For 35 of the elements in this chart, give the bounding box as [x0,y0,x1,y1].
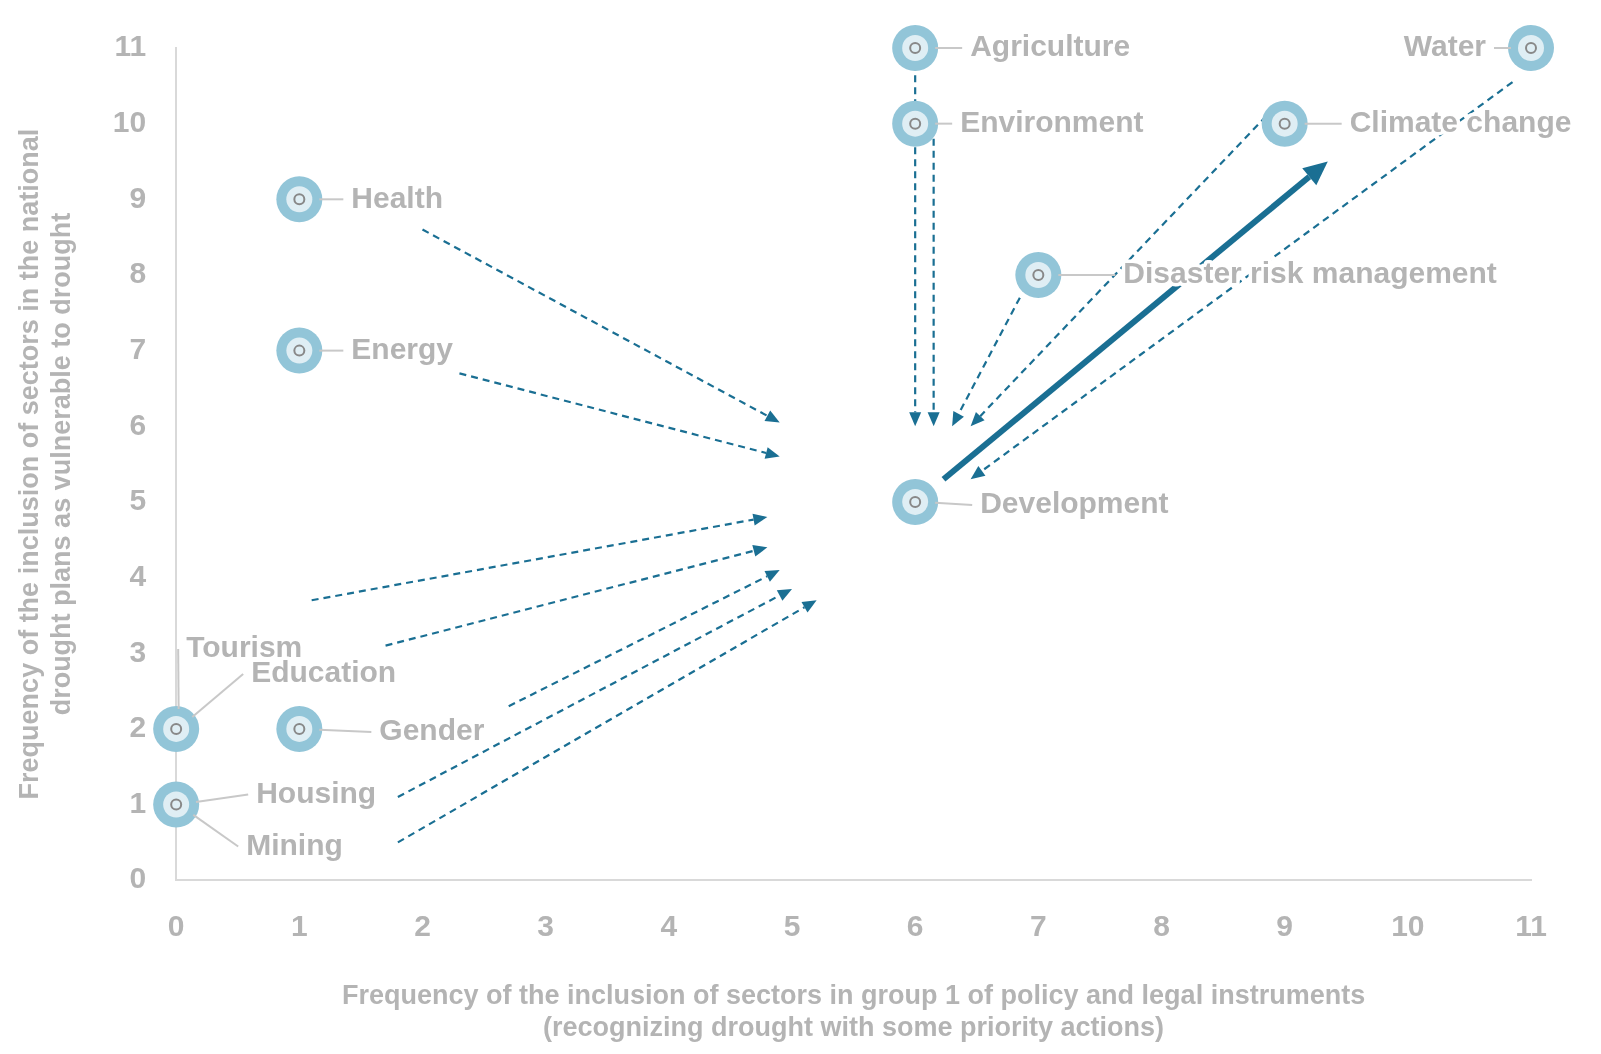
x-tick-label: 9 [1276,909,1294,943]
annotation: Health [351,180,444,214]
annotation: Housing [256,775,377,809]
x-tick-label: 4 [660,909,678,943]
y-tick-label: 1 [129,785,147,819]
x-tick-label: 1 [290,909,308,943]
x-tick-label: 6 [906,909,924,943]
annotation: Energy [351,331,454,365]
annotation: Environment [960,104,1144,138]
x-tick-label: 8 [1153,909,1170,943]
y-tick-label: 6 [129,407,147,441]
annotation: Water [1403,29,1487,63]
x-axis-title: Frequency of the inclusion of sectors in group 1 of policy and legal instruments (recognizing drought with some priority actions) [342,979,1366,1043]
annotation: Agriculture [970,29,1131,63]
x-tick-label: 2 [414,909,431,943]
x-tick-label: 10 [1391,909,1425,943]
y-tick-label: 11 [114,29,147,63]
y-tick-label: 0 [129,861,147,895]
y-tick-label: 8 [129,256,147,290]
x-tick-label: 3 [537,909,555,943]
y-tick-label: 5 [129,483,147,517]
x-tick-label: 0 [167,909,185,943]
x-tick-label: 11 [1515,909,1547,943]
annotation: Gender [379,713,485,747]
y-tick-label: 3 [129,634,147,668]
y-tick-label: 7 [129,331,147,365]
x-tick-label: 5 [783,909,801,943]
x-tick-label: 7 [1029,909,1047,943]
y-axis-title: Frequency of the inclusion of sectors in the national drought plans as vulnerable to drought [13,128,77,800]
annotation: Development [980,486,1169,520]
y-tick-label: 9 [129,180,147,214]
y-tick-label: 4 [129,558,147,592]
y-tick-label: 10 [112,104,147,138]
annotation: Mining [246,827,343,861]
y-tick-label: 2 [129,710,147,744]
